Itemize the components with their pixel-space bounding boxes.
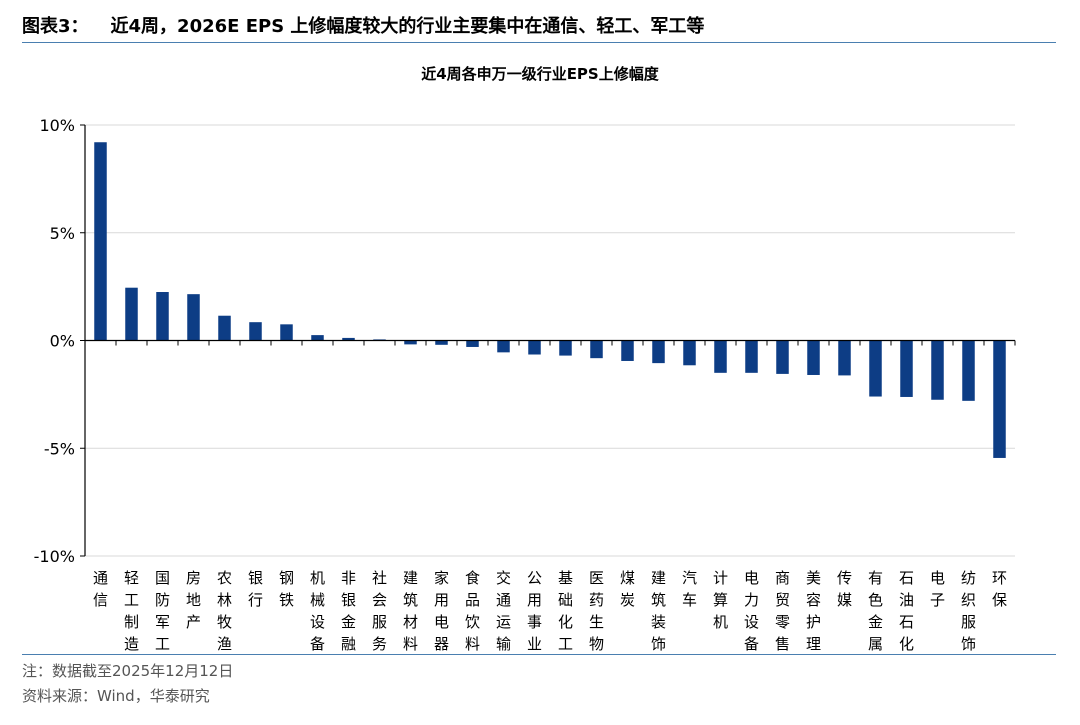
- x-tick-label: 交通运输: [496, 569, 511, 653]
- x-tick-label: 基础化工: [558, 569, 573, 653]
- bar: [931, 340, 944, 400]
- x-tick-label: 建筑材料: [403, 569, 418, 653]
- bar: [497, 340, 510, 353]
- bar: [528, 340, 541, 355]
- bar: [342, 337, 355, 341]
- x-tick-label: 房地产: [186, 569, 201, 631]
- x-tick-label: 美容护理: [806, 569, 821, 653]
- bar: [621, 340, 634, 361]
- bar: [807, 340, 820, 375]
- y-axis-ticks: 10% 5% 0% -5% -10%: [34, 116, 85, 566]
- bar: [869, 340, 882, 397]
- x-tick-label: 汽车: [682, 569, 697, 609]
- x-tick-label: 轻工制造: [124, 569, 139, 653]
- x-tick-label: 煤炭: [620, 569, 635, 609]
- x-tick-label: 石油石化: [899, 569, 914, 653]
- bar: [683, 340, 696, 366]
- x-tick-label: 计算机: [713, 569, 728, 631]
- bar: [993, 340, 1006, 458]
- bar: [745, 340, 758, 373]
- x-tick-label: 纺织服饰: [961, 569, 976, 653]
- bar: [404, 340, 417, 345]
- x-tick-label: 钢铁: [279, 569, 294, 609]
- footer-source: 资料来源：Wind，华泰研究: [22, 687, 210, 705]
- axes: [84, 125, 1016, 556]
- x-tick-label: 电力设备: [744, 569, 759, 653]
- x-tick-label: 建筑装饰: [651, 569, 666, 653]
- x-tick-label: 国防军工: [155, 569, 170, 653]
- bar: [559, 340, 572, 356]
- chart-title: 近4周各申万一级行业EPS上修幅度: [421, 65, 659, 83]
- bar: [125, 287, 138, 341]
- footer-note: 注：数据截至2025年12月12日: [22, 662, 234, 680]
- bar: [218, 315, 231, 341]
- figure-heading: 近4周，2026E EPS 上修幅度较大的行业主要集中在通信、轻工、军工等: [110, 16, 705, 37]
- x-tick-label: 农林牧渔: [217, 569, 232, 653]
- bar: [776, 340, 789, 374]
- x-tick-label: 社会服务: [372, 569, 387, 653]
- x-tick-label: 食品饮料: [465, 569, 480, 653]
- bar: [435, 340, 448, 345]
- y-tick-label: 5%: [50, 224, 75, 243]
- bar: [94, 142, 107, 341]
- bar: [187, 294, 200, 341]
- figure-label: 图表3：: [22, 16, 89, 37]
- bar: [652, 340, 665, 364]
- footer-rule: [22, 654, 1056, 655]
- x-tick-label: 非银金融: [341, 569, 356, 653]
- y-tick-label: 10%: [39, 116, 75, 135]
- x-tick-label: 环保: [992, 569, 1007, 609]
- y-tick-label: -5%: [44, 439, 75, 458]
- header-rule: [22, 42, 1056, 43]
- x-tick-label: 有色金属: [868, 569, 883, 653]
- gridlines: [85, 124, 1015, 557]
- bar: [714, 340, 727, 373]
- bar: [280, 324, 293, 341]
- x-tick-label: 通信: [93, 569, 108, 609]
- y-tick-label: -10%: [34, 547, 75, 566]
- bar: [962, 340, 975, 401]
- bar: [311, 335, 324, 341]
- bar: [466, 340, 479, 347]
- bars: [94, 142, 1006, 458]
- figure-header: 图表3： 近4周，2026E EPS 上修幅度较大的行业主要集中在通信、轻工、军工…: [22, 12, 704, 38]
- bar: [838, 340, 851, 376]
- x-tick-label: 商贸零售: [775, 569, 790, 653]
- bar: [156, 292, 169, 341]
- x-tick-label: 银行: [248, 569, 263, 609]
- x-tick-label: 公用事业: [527, 569, 542, 653]
- x-tick-label: 家用电器: [434, 569, 449, 653]
- x-tick-label: 机械设备: [310, 569, 325, 653]
- bar: [590, 340, 603, 359]
- bar: [900, 340, 913, 397]
- x-tick-label: 传媒: [837, 569, 852, 609]
- x-tick-label: 电子: [930, 569, 945, 609]
- x-tick-label: 医药生物: [589, 569, 604, 653]
- bar: [249, 322, 262, 341]
- y-tick-label: 0%: [50, 332, 75, 351]
